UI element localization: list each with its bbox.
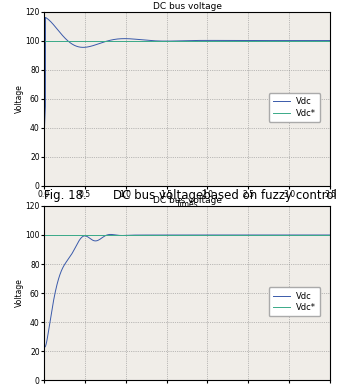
Vdc* (42, 38, 46, 43)
Legend: Vdc, Vdc*: Vdc, Vdc* (269, 287, 320, 316)
Vdc (43, 345, 47, 349)
Vdc* (124, 233, 128, 237)
Vdc* (42, 233, 46, 237)
Vdc (109, 232, 113, 237)
Vdc (292, 233, 296, 237)
X-axis label: Times: Times (176, 200, 198, 209)
Line: Vdc: Vdc (44, 18, 330, 142)
Vdc (42, 342, 46, 346)
Title: DC bus voltage: DC bus voltage (153, 2, 221, 11)
Vdc (92, 43, 96, 48)
Line: Vdc: Vdc (44, 235, 330, 347)
Vdc (164, 39, 168, 43)
Vdc (328, 233, 332, 237)
Vdc (42, 140, 46, 144)
Vdc (328, 38, 332, 43)
Vdc (152, 38, 156, 43)
Y-axis label: Voltage: Voltage (15, 279, 24, 308)
Vdc* (124, 38, 128, 43)
Y-axis label: Voltage: Voltage (15, 84, 24, 113)
Vdc (292, 38, 296, 43)
Vdc (74, 243, 79, 247)
Vdc (164, 233, 168, 237)
Vdc (323, 38, 327, 43)
Vdc (74, 44, 79, 48)
Vdc (323, 233, 327, 237)
Text: Fig. 18.       DC bus voltagebased on fuzzy controller .: Fig. 18. DC bus voltagebased on fuzzy co… (44, 189, 337, 202)
Title: DC bus voltage: DC bus voltage (153, 196, 221, 205)
Legend: Vdc, Vdc*: Vdc, Vdc* (269, 93, 320, 122)
Vdc (92, 238, 96, 243)
Vdc (152, 233, 156, 237)
Vdc (43, 15, 48, 20)
